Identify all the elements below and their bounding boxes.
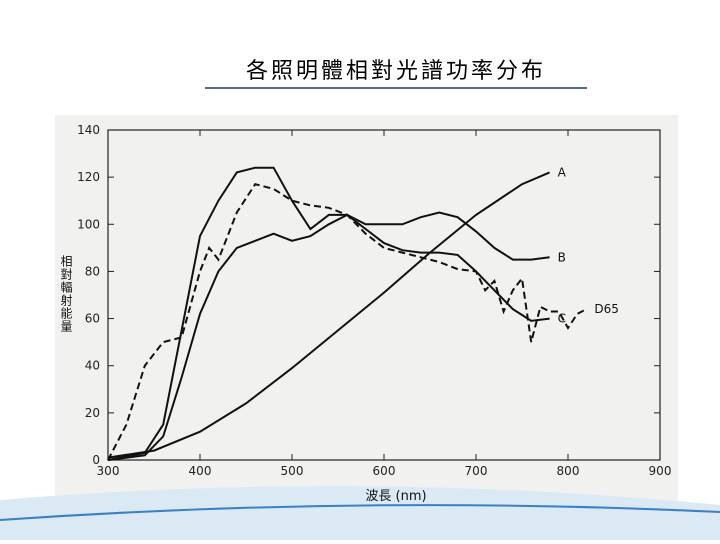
y-tick-label: 40 xyxy=(85,359,100,373)
x-tick-label: 300 xyxy=(97,464,120,478)
y-tick-label: 80 xyxy=(85,264,100,278)
x-tick-label: 800 xyxy=(557,464,580,478)
x-tick-label: 600 xyxy=(373,464,396,478)
chart-title: 各照明體相對光譜功率分布 xyxy=(246,59,546,84)
series-line xyxy=(107,171,550,459)
y-tick-label: 0 xyxy=(92,453,100,467)
series-label: B xyxy=(558,250,566,264)
series-line xyxy=(107,183,587,461)
series-label: D65 xyxy=(594,302,619,316)
y-tick-label: 20 xyxy=(85,406,100,420)
y-tick-label: 100 xyxy=(77,217,100,231)
decor-swoosh xyxy=(0,486,720,540)
x-tick-label: 400 xyxy=(189,464,212,478)
y-tick-label: 120 xyxy=(77,170,100,184)
x-tick-label: 900 xyxy=(649,464,672,478)
y-tick-label: 140 xyxy=(77,123,100,137)
series-label: A xyxy=(558,165,567,179)
series-line xyxy=(107,166,550,461)
plot: 0 20 40 60 80 100 120 140 300 400 500 600 700 800 900 A… xyxy=(77,123,671,478)
y-axis-label: 相對輻射能量 xyxy=(59,255,73,333)
x-tick-label: 700 xyxy=(465,464,488,478)
x-tick-label: 500 xyxy=(281,464,304,478)
series-line xyxy=(107,211,550,461)
decor-line xyxy=(0,504,720,521)
x-axis-label: 波長 (nm) xyxy=(365,489,426,504)
y-tick-label: 60 xyxy=(85,312,100,326)
